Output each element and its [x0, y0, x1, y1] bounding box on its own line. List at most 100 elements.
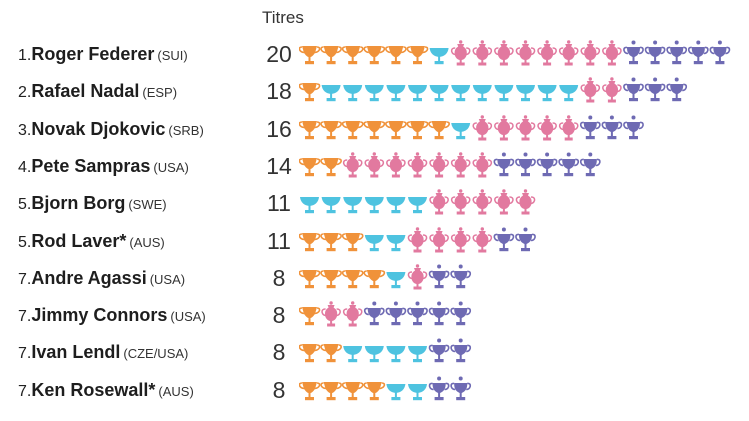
player-country: (ESP) — [142, 85, 178, 101]
wimbledon-trophy-icon — [537, 40, 557, 66]
trophy-row — [299, 77, 688, 103]
player-label: 5.Rod Laver* (AUS) — [18, 223, 165, 260]
wimbledon-trophy-icon — [602, 77, 622, 103]
wimbledon-trophy-icon — [515, 189, 536, 215]
french-open-trophy-icon — [386, 383, 406, 400]
french-open-trophy-icon — [300, 197, 319, 214]
us-open-trophy-icon — [687, 40, 709, 65]
titles-count: 20 — [266, 41, 292, 67]
player-row: 3.Novak Djokovic (SRB) 16 — [0, 111, 749, 148]
us-open-trophy-icon — [450, 264, 472, 288]
wimbledon-trophy-icon — [472, 40, 493, 66]
player-rank: 2. — [18, 84, 32, 102]
us-open-trophy-icon — [407, 301, 428, 326]
titles-count: 18 — [266, 78, 292, 105]
french-open-trophy-icon — [408, 383, 427, 400]
us-open-trophy-icon — [623, 115, 644, 139]
trophy-row — [299, 114, 644, 141]
wimbledon-trophy-icon — [537, 114, 557, 141]
us-open-trophy-icon — [536, 152, 558, 177]
french-open-trophy-icon — [386, 346, 406, 363]
french-open-trophy-icon — [451, 85, 471, 102]
australian-open-trophy-icon — [406, 120, 429, 139]
player-rank: 4. — [18, 158, 32, 176]
player-rank: 7. — [18, 308, 32, 326]
us-open-trophy-icon — [558, 152, 580, 177]
french-open-trophy-icon — [321, 197, 341, 214]
australian-open-trophy-icon — [299, 46, 321, 65]
us-open-trophy-icon — [623, 77, 644, 102]
titles-count: 8 — [272, 264, 286, 291]
wimbledon-trophy-icon — [494, 40, 514, 66]
wimbledon-trophy-icon — [407, 152, 428, 178]
wimbledon-trophy-icon — [472, 152, 493, 178]
player-name: Ken Rosewall* — [31, 379, 156, 400]
player-country: (SRB) — [168, 122, 204, 138]
australian-open-trophy-icon — [320, 46, 342, 65]
french-open-trophy-icon — [408, 85, 427, 102]
titles-count: 8 — [272, 376, 286, 403]
player-rank: 3. — [18, 121, 32, 139]
french-open-trophy-icon — [364, 85, 384, 102]
wimbledon-trophy-icon — [321, 301, 341, 327]
us-open-trophy-icon — [709, 40, 731, 65]
australian-open-trophy-icon — [299, 157, 321, 177]
wimbledon-trophy-icon — [472, 226, 493, 252]
us-open-trophy-icon — [579, 152, 601, 177]
french-open-trophy-icon — [343, 197, 363, 214]
australian-open-trophy-icon — [320, 269, 342, 288]
wimbledon-trophy-icon — [450, 152, 471, 178]
french-open-trophy-icon — [321, 85, 341, 102]
player-name: Novak Djokovic — [31, 118, 166, 139]
australian-open-trophy-icon — [299, 269, 321, 288]
player-row: 7.Andre Agassi (USA) 8 — [0, 260, 749, 297]
wimbledon-trophy-icon — [558, 114, 579, 141]
french-open-trophy-icon — [364, 234, 384, 251]
trophy-row — [299, 301, 472, 327]
us-open-trophy-icon — [428, 338, 450, 363]
wimbledon-trophy-icon — [494, 189, 514, 215]
player-label: 7.Ken Rosewall* (AUS) — [18, 372, 194, 409]
wimbledon-trophy-icon — [558, 40, 579, 66]
player-country: (USA) — [170, 309, 206, 325]
trophy-row — [299, 338, 472, 363]
french-open-trophy-icon — [516, 85, 535, 102]
titles-count: 8 — [272, 302, 286, 329]
wimbledon-trophy-icon — [429, 152, 449, 178]
australian-open-trophy-icon — [363, 269, 386, 288]
australian-open-trophy-icon — [385, 46, 407, 65]
wimbledon-trophy-icon — [472, 114, 493, 141]
player-rank: 5. — [18, 196, 32, 214]
australian-open-trophy-icon — [320, 232, 342, 251]
french-open-trophy-icon — [364, 346, 384, 363]
player-row: 7.Ivan Lendl (CZE/USA) 8 — [0, 334, 749, 371]
player-label: 7.Jimmy Connors (USA) — [18, 297, 206, 334]
us-open-trophy-icon — [644, 77, 666, 102]
player-row: 2.Rafael Nadal (ESP) 18 — [0, 73, 749, 110]
trophy-row — [300, 189, 536, 215]
player-rank: 5. — [18, 233, 32, 251]
french-open-trophy-icon — [472, 85, 492, 102]
australian-open-trophy-icon — [320, 120, 342, 139]
us-open-trophy-icon — [515, 152, 536, 177]
australian-open-trophy-icon — [341, 120, 364, 139]
player-row: 7.Ken Rosewall* (AUS) 8 — [0, 372, 749, 409]
australian-open-trophy-icon — [299, 232, 321, 251]
wimbledon-trophy-icon — [450, 189, 471, 215]
australian-open-trophy-icon — [320, 157, 342, 177]
australian-open-trophy-icon — [341, 269, 364, 288]
wimbledon-trophy-icon — [407, 264, 428, 290]
australian-open-trophy-icon — [320, 344, 342, 363]
australian-open-trophy-icon — [428, 120, 450, 139]
player-country: (USA) — [149, 271, 186, 287]
us-open-trophy-icon — [428, 301, 450, 326]
us-open-trophy-icon — [428, 264, 450, 288]
australian-open-trophy-icon — [341, 232, 364, 251]
wimbledon-trophy-icon — [515, 40, 536, 66]
player-label: 4.Pete Sampras (USA) — [18, 148, 189, 185]
wimbledon-trophy-icon — [342, 152, 363, 178]
player-label: 1.Roger Federer (SUI) — [18, 36, 188, 73]
player-country: (SUI) — [157, 48, 188, 63]
us-open-trophy-icon — [644, 40, 666, 65]
